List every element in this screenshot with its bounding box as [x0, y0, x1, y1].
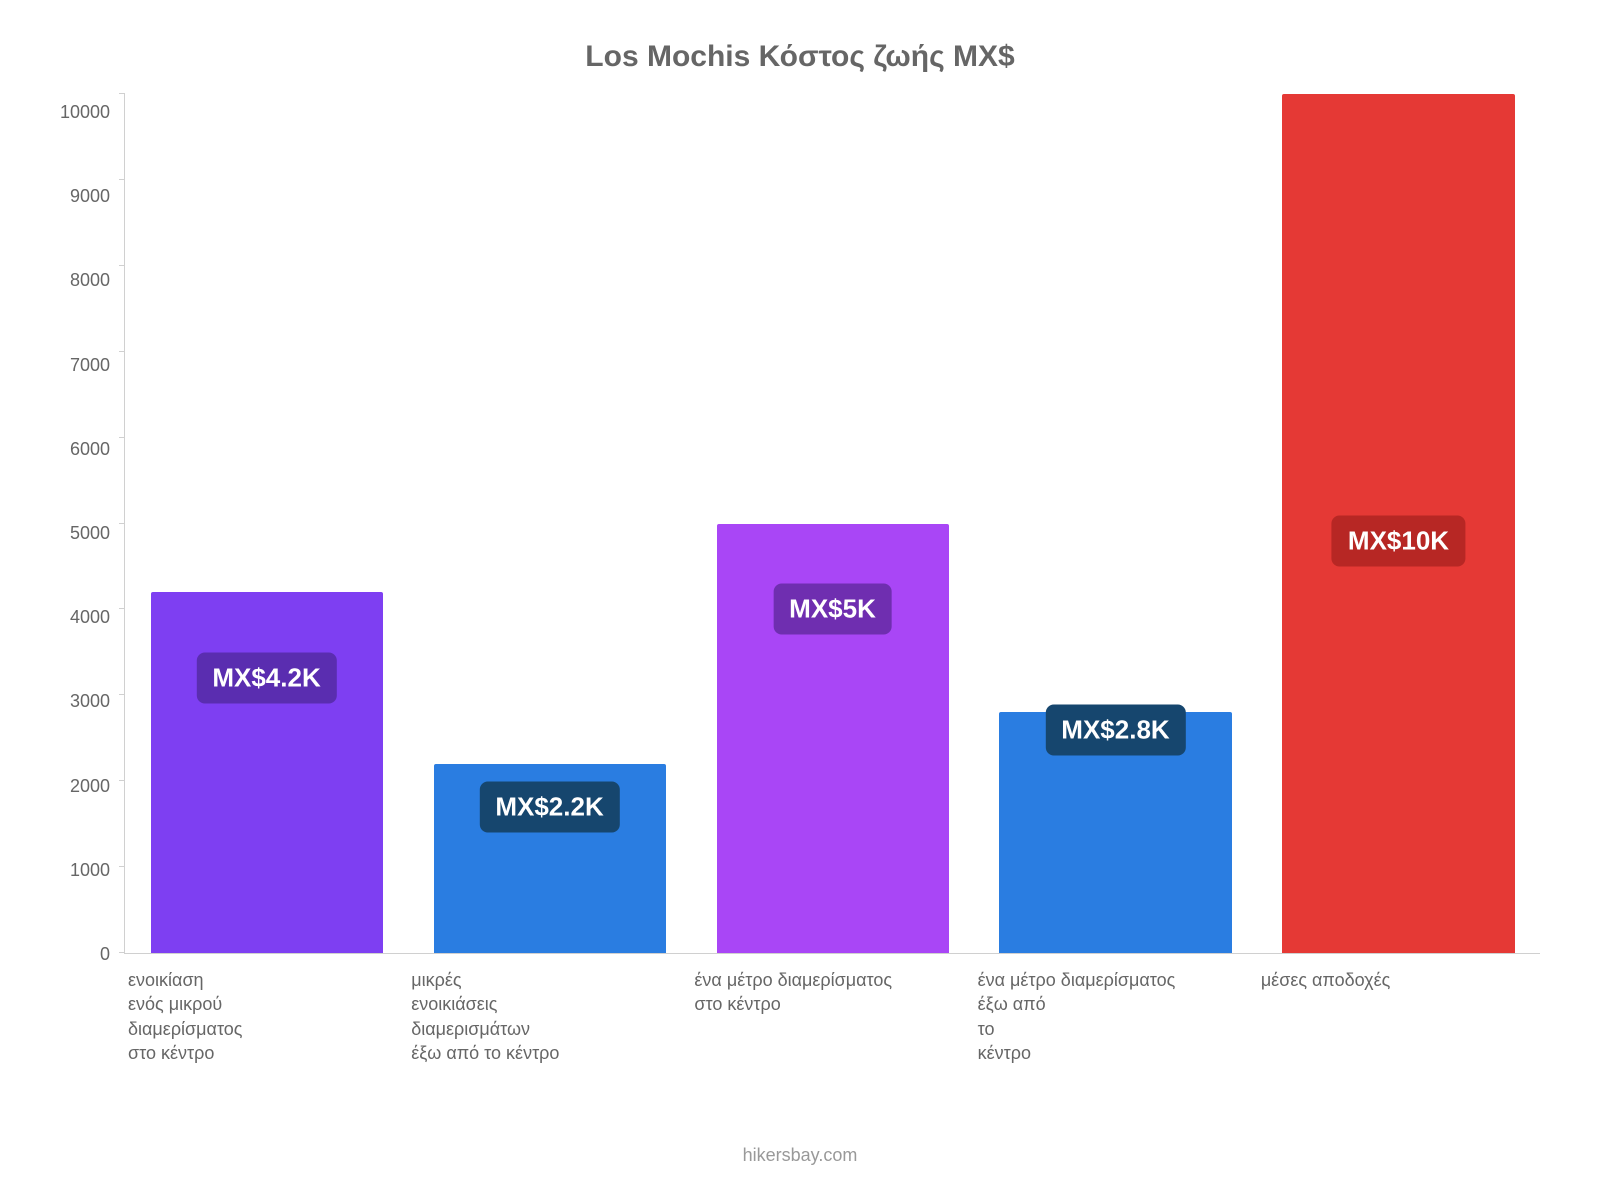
- chart-container: Los Mochis Κόστος ζωής MX$ 0 1000 2000 3000…: [0, 0, 1600, 1200]
- y-tick-label: 9000: [70, 187, 110, 205]
- bar-slot: MX$2.8K: [974, 94, 1257, 953]
- y-tick-label: 0: [100, 945, 110, 963]
- y-tick-label: 7000: [70, 356, 110, 374]
- x-tick-label: μικρές ενοικιάσεις διαμερισμάτων έξω από…: [407, 968, 690, 1065]
- bar-value-label: MX$5K: [773, 584, 892, 635]
- bar-slot: MX$10K: [1257, 94, 1540, 953]
- y-tick-label: 3000: [70, 692, 110, 710]
- y-axis: 0100020003000400050006000700080009000100…: [60, 94, 124, 954]
- plot-area: MX$4.2K MX$2.2K MX$5K MX$2.8K MX$10K: [124, 94, 1540, 954]
- y-tick-label: 4000: [70, 608, 110, 626]
- y-tick-mark: [119, 780, 125, 781]
- y-tick-mark: [119, 866, 125, 867]
- y-tick-label: 5000: [70, 524, 110, 542]
- bar-value-label: MX$2.2K: [479, 781, 619, 832]
- bar-value-label: MX$10K: [1332, 515, 1465, 566]
- y-tick-mark: [119, 265, 125, 266]
- x-axis-row: ενοικίαση ενός μικρού διαμερίσματος στο …: [60, 954, 1540, 1065]
- y-tick-label: 8000: [70, 271, 110, 289]
- bar-slot: MX$4.2K: [125, 94, 408, 953]
- x-tick-label: ένα μέτρο διαμερίσματος έξω από το κέντρ…: [974, 968, 1257, 1065]
- x-tick-label: ένα μέτρο διαμερίσματος στο κέντρο: [690, 968, 973, 1065]
- x-axis-labels: ενοικίαση ενός μικρού διαμερίσματος στο …: [124, 954, 1540, 1065]
- y-tick-mark: [119, 523, 125, 524]
- bar-value-label: MX$4.2K: [196, 653, 336, 704]
- chart-body: 0100020003000400050006000700080009000100…: [60, 94, 1540, 954]
- chart-title: Los Mochis Κόστος ζωής MX$: [60, 40, 1540, 74]
- y-axis-spacer: [60, 954, 124, 1065]
- y-tick-mark: [119, 437, 125, 438]
- bars-layer: MX$4.2K MX$2.2K MX$5K MX$2.8K MX$10K: [125, 94, 1540, 953]
- x-tick-label: μέσες αποδοχές: [1257, 968, 1540, 1065]
- y-tick-label: 1000: [70, 861, 110, 879]
- y-tick-label: 2000: [70, 777, 110, 795]
- y-tick-label: 6000: [70, 440, 110, 458]
- y-tick-label: 10000: [60, 103, 110, 121]
- bar-slot: MX$2.2K: [408, 94, 691, 953]
- x-tick-label: ενοικίαση ενός μικρού διαμερίσματος στο …: [124, 968, 407, 1065]
- y-tick-mark: [119, 608, 125, 609]
- bar: [151, 592, 383, 953]
- y-tick-mark: [119, 179, 125, 180]
- y-tick-mark: [119, 351, 125, 352]
- y-tick-mark: [119, 952, 125, 953]
- y-tick-mark: [119, 694, 125, 695]
- y-tick-mark: [119, 93, 125, 94]
- bar-slot: MX$5K: [691, 94, 974, 953]
- chart-caption: hikersbay.com: [60, 1145, 1540, 1166]
- bar-value-label: MX$2.8K: [1045, 704, 1185, 755]
